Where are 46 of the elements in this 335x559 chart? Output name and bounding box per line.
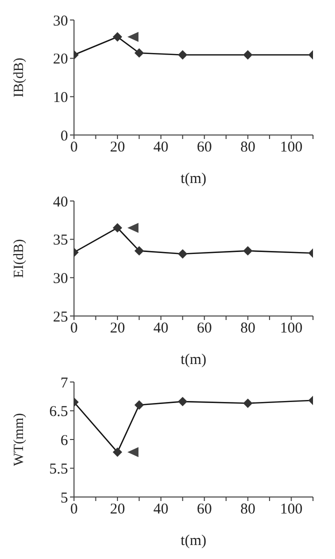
x-axis-title: t(m) xyxy=(180,171,206,187)
x-tick-label: 100 xyxy=(280,140,303,156)
y-tick-label: 5.5 xyxy=(49,462,68,478)
x-tick-label: 60 xyxy=(196,140,212,156)
point xyxy=(243,246,252,256)
x-tick-label: 40 xyxy=(153,502,168,518)
point xyxy=(178,249,188,258)
x-tick-label: 80 xyxy=(240,502,256,518)
y-tick-label: 35 xyxy=(53,232,68,249)
x-tick-label: 20 xyxy=(110,140,125,156)
point xyxy=(178,397,188,406)
y-axis-title: IB(dB) xyxy=(12,57,27,98)
x-tick-label: 60 xyxy=(196,320,212,337)
x-tick-label: 60 xyxy=(196,502,212,518)
y-tick-label: 25 xyxy=(53,309,68,326)
point xyxy=(134,48,144,58)
y-tick-label: 40 xyxy=(53,194,68,210)
x-tick-label: 40 xyxy=(153,320,168,337)
y-tick-label: 6.5 xyxy=(49,404,68,420)
x-tick-label: 80 xyxy=(240,140,256,156)
y-tick-label: 30 xyxy=(53,270,68,287)
y-tick-label: 5 xyxy=(60,490,68,506)
point xyxy=(178,50,188,60)
point xyxy=(112,32,122,42)
y-tick-label: 20 xyxy=(53,52,68,68)
point xyxy=(243,398,252,408)
x-tick-label: 40 xyxy=(153,140,168,156)
x-axis-title: t(m) xyxy=(180,533,206,549)
y-tick-label: 7 xyxy=(60,375,68,392)
x-axis-title: t(m) xyxy=(180,352,206,368)
y-tick-label: 6 xyxy=(60,432,68,449)
point xyxy=(112,223,122,232)
x-tick-label: 80 xyxy=(240,320,256,337)
y-tick-label: 10 xyxy=(53,90,68,106)
point xyxy=(112,448,122,457)
x-tick-label: 20 xyxy=(110,320,125,337)
x-tick-label: 20 xyxy=(110,502,125,518)
point xyxy=(134,400,144,410)
x-tick-label: 100 xyxy=(280,320,303,337)
y-tick-label: 0 xyxy=(60,128,68,144)
x-tick-label: 100 xyxy=(280,502,303,518)
y-tick-label: 30 xyxy=(53,13,68,30)
y-axis-title: WT(mm) xyxy=(12,412,27,466)
y-axis-title: EI(dB) xyxy=(12,238,27,278)
point xyxy=(134,246,144,256)
point xyxy=(243,50,252,60)
